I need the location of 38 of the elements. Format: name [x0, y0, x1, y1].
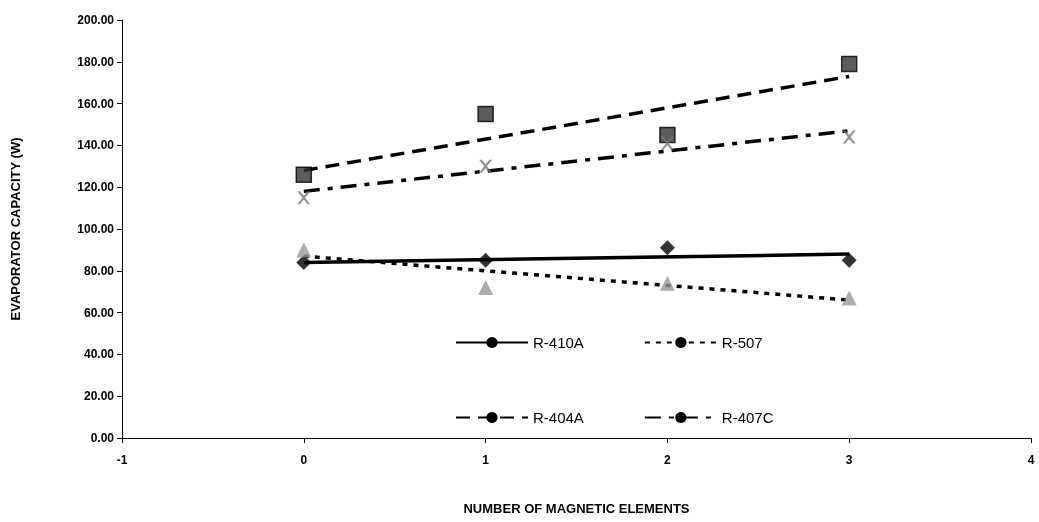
point	[296, 254, 312, 270]
point	[295, 166, 313, 183]
legend-label: R-407C	[721, 409, 774, 426]
x-tick-label: 4	[1027, 453, 1035, 467]
legend-label: R-507	[721, 334, 763, 351]
y-tick-label: 40.00	[83, 347, 115, 362]
point	[659, 275, 675, 291]
x-tick-label: -1	[116, 453, 128, 467]
y-tick-label: 20.00	[83, 389, 115, 404]
x-tick-label: 0	[300, 453, 308, 467]
point	[660, 136, 674, 150]
point	[478, 280, 494, 296]
x-tick-label: 1	[482, 453, 490, 467]
point	[296, 242, 312, 258]
y-tick-label: 0.00	[90, 431, 115, 445]
x-axis-title: NUMBER OF MAGNETIC ELEMENTS	[463, 501, 690, 516]
point	[479, 159, 493, 173]
y-tick-label: 200.00	[77, 13, 115, 27]
y-tick-label: 120.00	[77, 180, 115, 195]
point	[477, 105, 494, 123]
legend-label: R-410A	[533, 334, 584, 351]
x-tick-label: 3	[845, 453, 853, 467]
point	[297, 191, 311, 205]
point	[841, 290, 857, 306]
point	[478, 252, 494, 268]
y-tick-label: 140.00	[77, 138, 115, 153]
point	[840, 55, 858, 73]
y-tick-label: 100.00	[77, 222, 115, 236]
point	[659, 240, 675, 256]
point	[841, 252, 857, 268]
y-tick-label: 60.00	[83, 305, 115, 320]
y-tick-label: 80.00	[83, 263, 115, 278]
x-tick-label: 2	[664, 453, 672, 467]
legend-label: R-404A	[533, 409, 584, 426]
y-tick-label: 180.00	[77, 54, 115, 69]
point	[842, 130, 856, 144]
y-tick-label: 160.00	[77, 96, 115, 111]
y-axis-title: EVAPORATOR CAPACITY (W)	[8, 137, 23, 321]
